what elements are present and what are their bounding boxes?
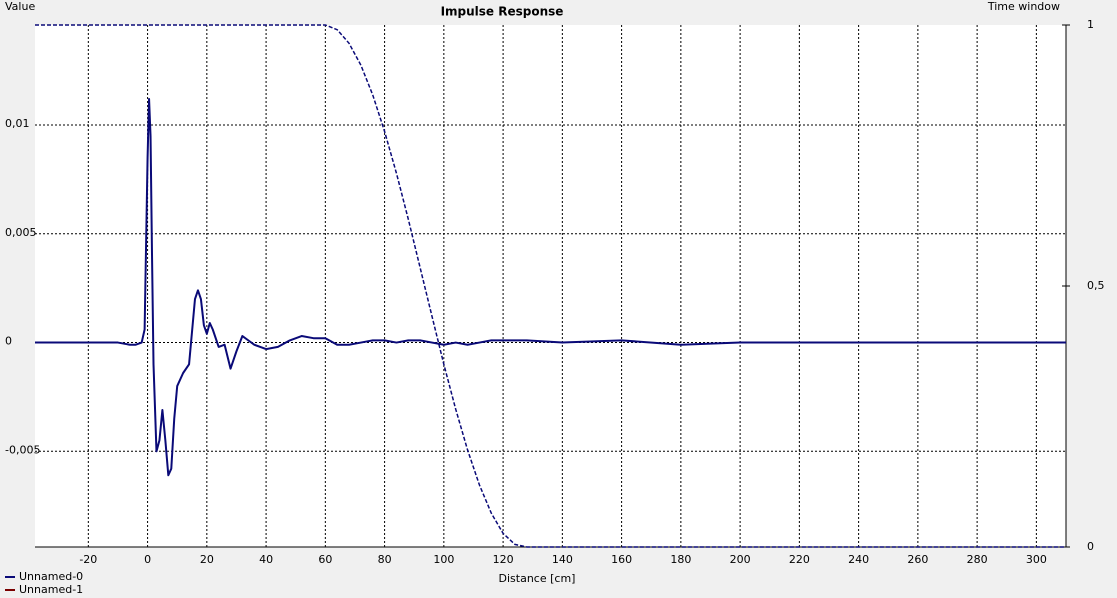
legend-label: Unnamed-0: [19, 570, 83, 583]
x-tick-label: 300: [1026, 553, 1047, 566]
x-tick-label: 160: [611, 553, 632, 566]
legend-label: Unnamed-1: [19, 583, 83, 596]
x-tick-label: 40: [259, 553, 273, 566]
x-tick-label: 0: [144, 553, 151, 566]
plot-area: [35, 25, 1066, 547]
y2-tick-label: 1: [1087, 18, 1094, 31]
y2-tick-label: 0: [1087, 540, 1094, 553]
y-tick-label: 0: [5, 335, 12, 348]
x-tick-label: 280: [967, 553, 988, 566]
x-tick-label: 100: [433, 553, 454, 566]
x-tick-label: 220: [789, 553, 810, 566]
y2-tick-label: 0,5: [1087, 279, 1105, 292]
x-tick-label: 20: [200, 553, 214, 566]
x-tick-label: 180: [670, 553, 691, 566]
x-tick-label: 120: [493, 553, 514, 566]
x-tick-label: 60: [318, 553, 332, 566]
x-tick-label: 260: [907, 553, 928, 566]
x-tick-label: 240: [848, 553, 869, 566]
y-tick-label: 0,005: [5, 226, 37, 239]
x-tick-label: 80: [378, 553, 392, 566]
x-tick-label: 200: [730, 553, 751, 566]
window-line: [35, 24, 1066, 548]
x-axis-label: Distance [cm]: [499, 572, 576, 585]
y-tick-label: -0,005: [5, 443, 40, 456]
x-tick-label: 140: [552, 553, 573, 566]
y-axis-label: Value: [5, 0, 35, 13]
y2-axis-label: Time window: [987, 0, 1060, 13]
y-tick-label: 0,01: [5, 117, 30, 130]
chart-title: Impulse Response: [441, 5, 564, 19]
x-tick-label: -20: [79, 553, 97, 566]
series-line: [35, 97, 1066, 477]
